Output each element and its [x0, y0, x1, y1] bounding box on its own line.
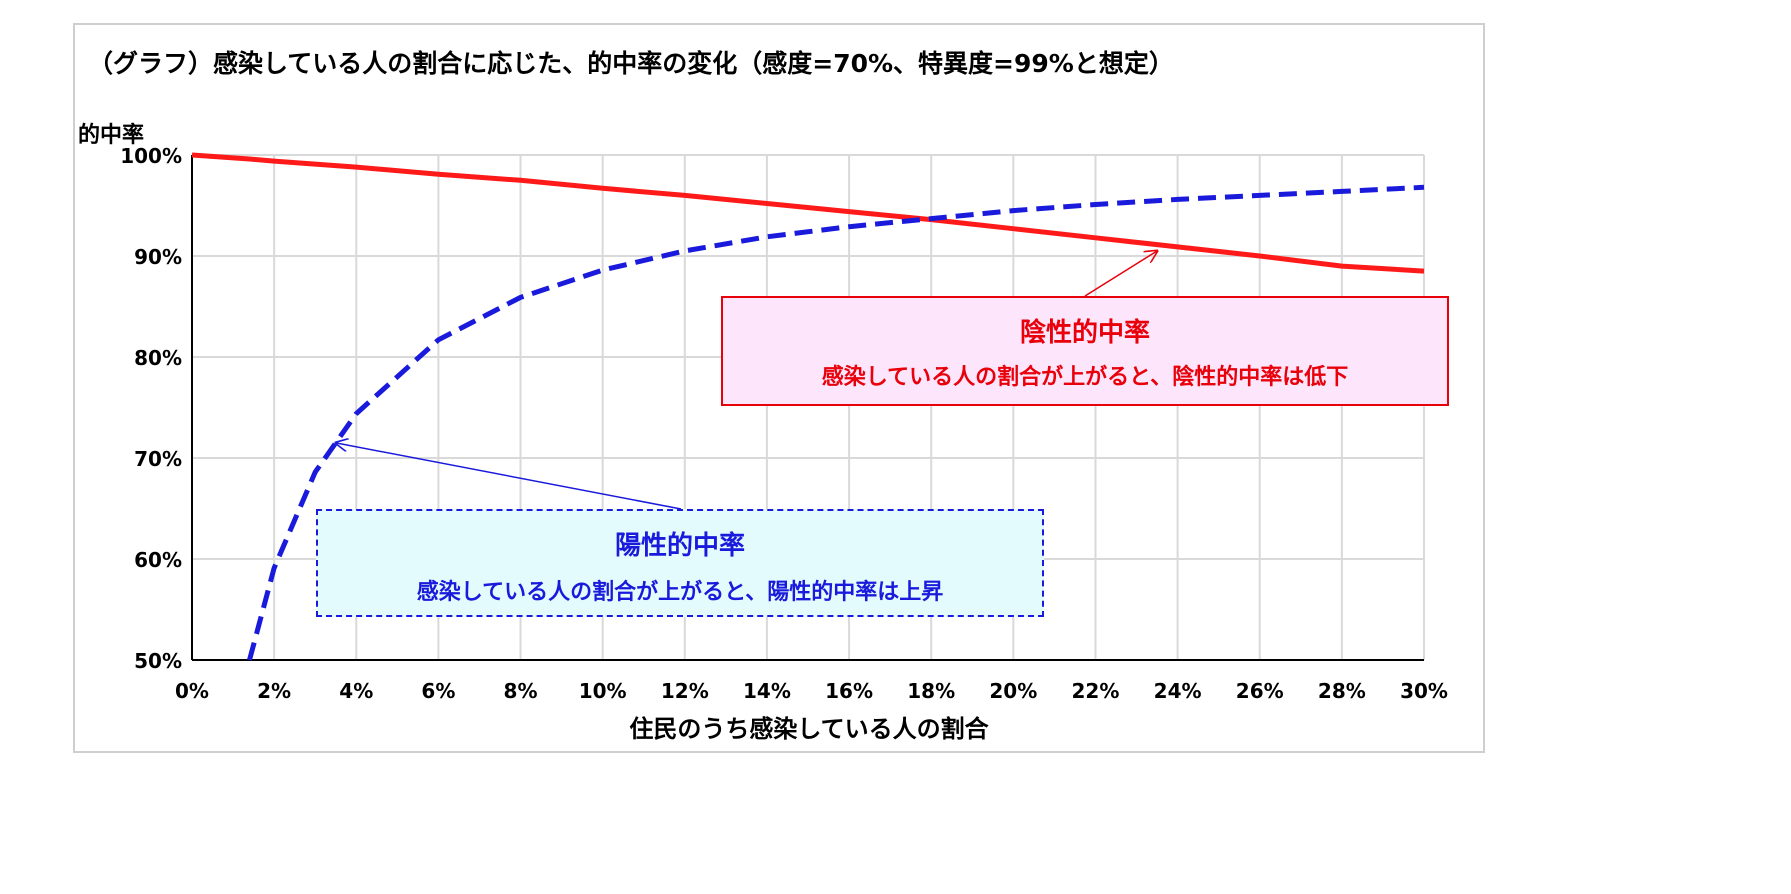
y-axis-label: 的中率 [78, 122, 144, 148]
npv-annotation-text: 感染している人の割合が上がると、陰性的中率は低下 [821, 365, 1349, 390]
ppv-line [247, 184, 1425, 661]
ppv-annotation-box: 陽性的中率 感染している人の割合が上がると、陽性的中率は上昇 [316, 509, 1044, 617]
npv-annotation-box: 陰性的中率 感染している人の割合が上がると、陰性的中率は低下 [721, 296, 1449, 406]
x-tick-label: 18% [907, 679, 955, 703]
x-tick-label: 28% [1318, 679, 1366, 703]
x-tick-label: 8% [504, 679, 538, 703]
y-tick-label: 70% [134, 447, 182, 471]
y-tick-label: 60% [134, 548, 182, 572]
x-tick-label: 4% [339, 679, 373, 703]
ppv-annotation-title: 陽性的中率 [614, 531, 745, 561]
ppv-annotation-text: 感染している人の割合が上がると、陽性的中率は上昇 [416, 580, 944, 605]
ppv-annotation-arrow [336, 443, 682, 510]
x-tick-label: 2% [257, 679, 291, 703]
series-lines [191, 152, 1425, 661]
x-tick-label: 22% [1072, 679, 1120, 703]
y-tick-label: 100% [120, 144, 182, 168]
y-tick-label: 80% [134, 346, 182, 370]
tick-labels: 0% 2% 4% 6% 8% 10% 12% 14% 16% 18% 20% 22% 24% 26% 28%… [120, 144, 1448, 703]
annotation-arrows [336, 251, 1157, 510]
npv-line [191, 152, 1425, 274]
npv-annotation-arrow [1084, 251, 1157, 297]
x-tick-label: 30% [1400, 679, 1448, 703]
chart-title: （グラフ）感染している人の割合に応じた、的中率の変化（感度=70%、特異度=99… [88, 49, 1174, 78]
axes [191, 155, 1424, 661]
npv-annotation-title: 陰性的中率 [1019, 318, 1150, 348]
x-tick-label: 24% [1154, 679, 1202, 703]
x-tick-label: 6% [421, 679, 455, 703]
y-tick-label: 90% [134, 245, 182, 269]
x-tick-label: 12% [661, 679, 709, 703]
y-tick-label: 50% [134, 649, 182, 673]
x-tick-label: 10% [579, 679, 627, 703]
x-tick-label: 26% [1236, 679, 1284, 703]
x-tick-label: 0% [175, 679, 209, 703]
x-tick-label: 20% [989, 679, 1037, 703]
x-axis-label: 住民のうち感染している人の割合 [629, 715, 989, 743]
x-tick-label: 14% [743, 679, 791, 703]
x-tick-label: 16% [825, 679, 873, 703]
